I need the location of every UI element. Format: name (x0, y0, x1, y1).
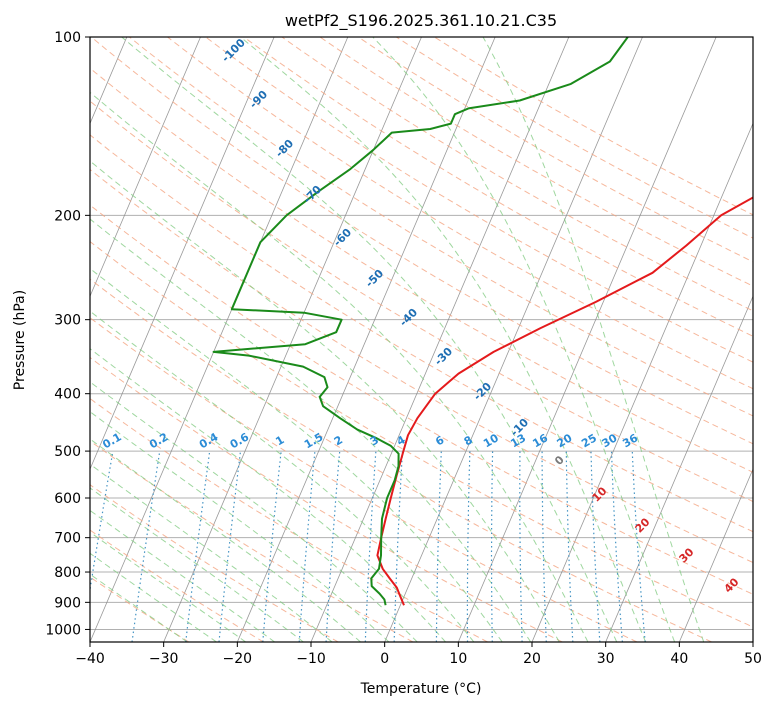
y-tick-label: 800 (54, 565, 81, 581)
y-tick-label: 300 (54, 313, 81, 329)
isotherm-line (384, 37, 643, 642)
moist-adiabat (90, 509, 275, 642)
mixing-ratio-line (262, 451, 282, 642)
dry-adiabat (90, 37, 753, 445)
dry-adiabat (129, 37, 753, 417)
isotherm-line (678, 468, 753, 642)
mixing-ratio-line (610, 451, 623, 642)
moist-adiabat (90, 310, 475, 642)
x-tick-label: 30 (597, 651, 615, 667)
mixing-ratio-line (393, 451, 404, 642)
x-tick-label: 50 (744, 651, 762, 667)
moist-adiabat (372, 37, 676, 642)
dry-adiabat (90, 241, 753, 628)
moist-adiabat (482, 37, 705, 642)
mixing-ratio-line (131, 451, 161, 642)
y-tick-label: 500 (54, 444, 81, 460)
moist-adiabat (90, 573, 188, 642)
dry-adiabat (90, 204, 753, 595)
dry-adiabat (90, 397, 488, 642)
x-tick-label: −10 (296, 651, 326, 667)
dry-adiabat (90, 356, 563, 642)
moist-adiabat (90, 487, 304, 642)
mixing-ratio-line (519, 451, 523, 642)
moist-adiabat (90, 218, 532, 642)
dry-adiabat (243, 37, 753, 337)
mixing-ratio-line (631, 451, 646, 642)
y-axis-title: Pressure (hPa) (12, 290, 28, 390)
mixing-ratio-line (565, 451, 574, 642)
mixing-ratio-line (185, 451, 211, 642)
chart-title: wetPf2_S196.2025.361.10.21.C35 (285, 11, 557, 31)
reference-lines (90, 37, 753, 642)
moist-adiabat (240, 37, 647, 642)
mixing-ratio-line (541, 451, 547, 642)
moist-adiabat (90, 552, 217, 642)
x-tick-label: 40 (670, 651, 688, 667)
mixing-ratio-line (218, 451, 242, 642)
dry-adiabat (90, 278, 712, 642)
y-tick-label: 700 (54, 531, 81, 547)
isotherm-line (531, 122, 753, 642)
dry-adiabat (90, 100, 753, 503)
y-tick-label: 600 (54, 491, 81, 507)
isotherm-line (90, 37, 275, 471)
moist-adiabat (90, 411, 390, 642)
sounding-profiles (212, 37, 753, 606)
x-tick-label: −30 (149, 651, 179, 667)
mixing-ratio-line (435, 451, 442, 642)
moist-adiabat (121, 37, 618, 642)
mixing-ratio-line (490, 451, 494, 642)
y-tick-label: 200 (54, 208, 81, 224)
mixing-ratio-line (466, 451, 471, 642)
x-axis: −40 −30 −20 −10 0 10 20 30 40 50 (75, 642, 762, 667)
moist-adiabat (90, 381, 418, 642)
x-tick-label: −40 (75, 651, 105, 667)
isotherm-line (752, 640, 753, 642)
mixing-ratio-line (364, 451, 377, 642)
isotherm-line (163, 37, 422, 642)
mixing-ratio-line (298, 451, 316, 642)
isotherm-line (236, 37, 496, 642)
plot-frame (89, 36, 754, 643)
y-axis: 100 200 300 400 500 600 700 800 900 1000 (45, 30, 90, 638)
moist-adiabat (90, 531, 246, 642)
x-tick-label: −20 (223, 651, 253, 667)
dry-adiabat (281, 37, 753, 312)
x-tick-label: 10 (449, 651, 467, 667)
isotherm-line (457, 37, 717, 642)
x-tick-label: 0 (380, 651, 389, 667)
dry-adiabat (90, 134, 753, 533)
temperature-profile (376, 196, 753, 606)
mixing-ratio-line (590, 451, 601, 642)
y-tick-label: 900 (54, 595, 81, 611)
dry-adiabat (90, 529, 264, 642)
x-tick-label: 20 (523, 651, 541, 667)
x-axis-title: Temperature (°C) (360, 681, 482, 697)
dewpoint-profile (212, 37, 629, 606)
y-tick-label: 1000 (45, 622, 81, 638)
dry-adiabat (90, 317, 638, 642)
y-tick-label: 400 (54, 387, 81, 403)
mixing-ratio-line (325, 451, 341, 642)
plot-background (90, 37, 753, 642)
dry-adiabat (90, 484, 339, 642)
y-tick-label: 100 (54, 30, 81, 46)
isotherm-line (605, 295, 753, 642)
isotherm-line (90, 37, 201, 298)
moist-adiabat (90, 463, 333, 642)
moist-adiabat (90, 267, 503, 642)
mixing-ratio-line (90, 450, 114, 594)
